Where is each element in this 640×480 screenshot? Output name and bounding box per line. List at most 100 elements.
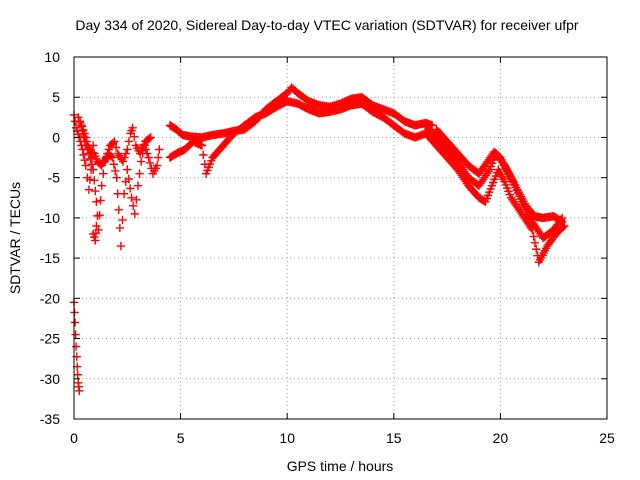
data-point [91, 228, 101, 238]
data-point [503, 183, 512, 193]
data-series-sdtvar [69, 83, 569, 396]
y-tick-label: 5 [52, 89, 60, 105]
x-axis-label: GPS time / hours [287, 458, 394, 474]
data-point [91, 236, 100, 245]
plot-frame [73, 56, 608, 420]
data-point [488, 178, 498, 187]
data-point [123, 165, 132, 174]
x-tick-label: 25 [599, 430, 615, 446]
data-point [490, 175, 499, 184]
data-point [124, 174, 133, 184]
data-point [110, 137, 119, 146]
data-point [111, 166, 120, 176]
x-tick-label: 10 [279, 430, 295, 446]
data-point [75, 386, 84, 396]
data-point [90, 176, 99, 185]
data-point [120, 153, 129, 162]
data-point [118, 157, 128, 166]
data-point [76, 118, 85, 128]
data-point [558, 217, 567, 227]
data-point [201, 169, 211, 178]
data-point [130, 132, 139, 141]
data-point [81, 161, 90, 170]
data-point [125, 184, 135, 193]
data-point [71, 330, 80, 339]
data-point [500, 177, 509, 186]
data-point [118, 215, 127, 225]
data-point [205, 159, 215, 169]
data-point [111, 143, 121, 152]
data-point [203, 166, 212, 175]
data-point [90, 232, 99, 242]
data-point [491, 171, 500, 181]
data-point [80, 156, 89, 165]
data-point [119, 189, 129, 198]
y-tick-label: -35 [40, 411, 60, 427]
x-tick-label: 15 [386, 430, 402, 446]
data-point [530, 238, 540, 248]
data-point [528, 225, 537, 235]
y-tick-label: 0 [52, 129, 60, 145]
y-tick-label: -20 [40, 290, 60, 306]
data-point [87, 160, 96, 169]
grid-lines [74, 57, 607, 419]
data-point [483, 191, 493, 200]
y-tick-label: 10 [44, 49, 60, 65]
data-point [74, 113, 83, 122]
data-point [128, 201, 138, 211]
data-point [91, 186, 100, 196]
data-point [485, 187, 494, 197]
data-point [145, 134, 154, 143]
data-point [152, 161, 162, 170]
data-point [79, 150, 88, 160]
data-point [154, 153, 163, 162]
y-tick-label: -25 [40, 331, 60, 347]
data-point [86, 147, 96, 157]
data-point [79, 125, 88, 135]
data-point [70, 308, 79, 317]
data-point [204, 163, 213, 172]
y-tick-label: -30 [40, 371, 60, 387]
data-point [486, 162, 496, 171]
data-point [556, 216, 566, 226]
data-point [155, 145, 164, 154]
data-point [130, 209, 139, 219]
data-point [486, 184, 495, 194]
data-point [97, 181, 106, 190]
axes: 0 5 10 15 20 25 10 5 0 -5 -10 -15 -20 -25 -30 -35 [40, 49, 615, 446]
data-point [199, 150, 208, 160]
data-point [501, 180, 511, 190]
data-point [504, 187, 513, 196]
data-point [127, 193, 136, 202]
y-tick-label: -15 [40, 250, 60, 266]
x-tick-label: 0 [70, 430, 78, 446]
data-point [482, 194, 491, 203]
data-point [132, 195, 141, 204]
data-point [529, 232, 538, 241]
data-point [96, 196, 105, 205]
data-point [99, 169, 108, 178]
data-point [92, 221, 101, 231]
data-point [121, 149, 131, 158]
data-point [84, 185, 94, 194]
chart-title: Day 334 of 2020, Sidereal Day-to-day VTE… [75, 17, 579, 33]
data-point [80, 129, 89, 138]
data-point [95, 211, 104, 220]
data-point [481, 197, 490, 206]
y-tick-label: -5 [48, 170, 61, 186]
data-point [136, 157, 146, 166]
data-point [532, 245, 541, 254]
data-point [109, 160, 118, 169]
data-point [505, 190, 514, 199]
data-point [123, 145, 132, 154]
data-point [142, 149, 152, 158]
data-point [101, 153, 111, 162]
data-point [73, 370, 82, 379]
data-point [128, 123, 137, 132]
data-point [116, 241, 126, 251]
data-point [88, 165, 98, 174]
data-point [108, 138, 118, 148]
data-point [81, 133, 90, 142]
data-point [104, 145, 114, 154]
